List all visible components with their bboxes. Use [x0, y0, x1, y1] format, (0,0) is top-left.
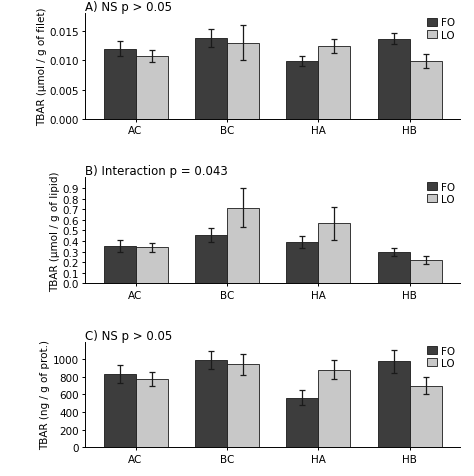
Y-axis label: TBAR (μmol / g of lipid): TBAR (μmol / g of lipid) — [50, 171, 60, 291]
Y-axis label: TBAR (ng / g of prot.): TBAR (ng / g of prot.) — [40, 340, 50, 449]
Bar — [410, 260, 441, 284]
Bar — [104, 374, 136, 447]
Bar — [378, 362, 410, 447]
Bar — [286, 62, 318, 120]
Bar — [104, 50, 136, 120]
Bar — [378, 253, 410, 284]
Bar — [227, 44, 259, 120]
Bar — [318, 47, 350, 120]
Bar — [227, 208, 259, 284]
Bar — [318, 224, 350, 284]
Bar — [136, 248, 167, 284]
Bar — [136, 57, 167, 120]
Bar — [286, 397, 318, 447]
Bar — [286, 242, 318, 284]
Text: B) Interaction p = 0.043: B) Interaction p = 0.043 — [85, 165, 228, 178]
Bar — [195, 236, 227, 284]
Y-axis label: TBAR (μmol / g of filet): TBAR (μmol / g of filet) — [36, 8, 46, 126]
Bar — [410, 62, 441, 120]
Bar — [378, 40, 410, 120]
Legend: FO, LO: FO, LO — [425, 180, 458, 206]
Text: C) NS p > 0.05: C) NS p > 0.05 — [85, 329, 173, 342]
Legend: FO, LO: FO, LO — [425, 16, 458, 42]
Bar — [195, 39, 227, 120]
Text: A) NS p > 0.05: A) NS p > 0.05 — [85, 1, 173, 14]
Bar — [136, 379, 167, 447]
Legend: FO, LO: FO, LO — [425, 344, 458, 370]
Bar — [318, 370, 350, 447]
Bar — [410, 386, 441, 447]
Bar — [195, 360, 227, 447]
Bar — [104, 246, 136, 284]
Bar — [227, 365, 259, 447]
